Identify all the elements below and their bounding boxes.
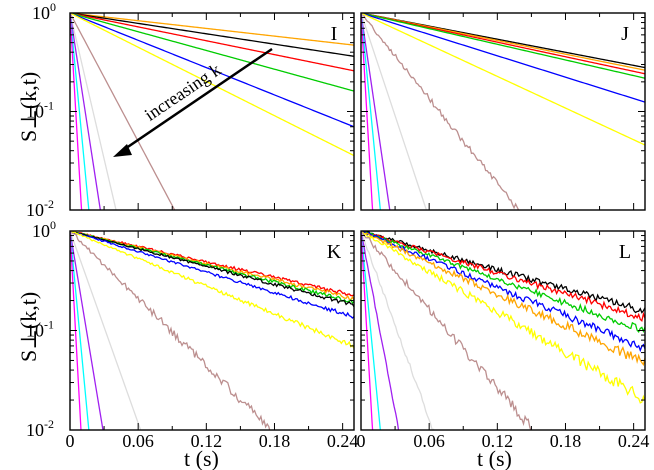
series-line xyxy=(361,231,645,367)
y-tick-label: 100 xyxy=(32,218,56,241)
plot-frame xyxy=(360,12,646,211)
series-line xyxy=(70,231,271,430)
panel-label: I xyxy=(331,23,338,45)
plot-frame xyxy=(360,230,646,431)
series-line xyxy=(361,231,382,430)
y-axis-label-bottom: S⊥(k,t) xyxy=(16,292,41,362)
series-line xyxy=(361,231,532,430)
series-line xyxy=(361,231,374,430)
series-line xyxy=(361,13,374,210)
series-group xyxy=(70,231,354,430)
x-tick-label: 0 xyxy=(66,431,75,451)
series-line xyxy=(361,231,645,314)
y-tick-label: 10-1 xyxy=(26,99,54,122)
series-group xyxy=(361,13,645,210)
x-tick-label: 0.24 xyxy=(327,431,359,451)
series-line xyxy=(361,13,645,79)
series-line xyxy=(361,231,645,404)
x-tick-label: 0.12 xyxy=(482,431,514,451)
series-line xyxy=(361,13,645,103)
panel-label: L xyxy=(619,241,631,263)
series-line xyxy=(361,13,391,210)
arrow-head-icon xyxy=(113,144,132,157)
series-line xyxy=(70,13,354,92)
panel-K: 100 10-1 10-2 0 0.06 0.12 0.18 0.24 K xyxy=(26,218,358,451)
x-tick-label: 0.06 xyxy=(413,431,445,451)
series-line xyxy=(70,13,354,128)
panel-L: 0 0.06 0.12 0.18 0.24 L xyxy=(357,230,650,451)
y-tick-label: 10-1 xyxy=(26,318,54,341)
panel-label: K xyxy=(327,241,342,263)
series-line xyxy=(70,231,354,297)
y-tick-label: 10-2 xyxy=(26,197,54,220)
panel-label: J xyxy=(621,23,629,45)
series-line xyxy=(70,13,354,46)
y-axis-label-top: S⊥(k,t) xyxy=(16,72,41,142)
y-tick-label: 10-2 xyxy=(26,417,54,440)
series-group xyxy=(70,13,354,210)
x-tick-label: 0 xyxy=(357,431,366,451)
series-line xyxy=(361,231,645,322)
x-axis-label-left: t (s) xyxy=(184,446,219,470)
x-tick-label: 0.24 xyxy=(618,431,650,451)
series-line xyxy=(361,231,645,334)
series-line xyxy=(70,13,354,57)
x-axis-label-right: t (s) xyxy=(477,446,512,470)
series-group xyxy=(361,231,645,430)
series-line xyxy=(70,13,354,157)
series-line xyxy=(70,13,117,210)
panel-J: J xyxy=(360,12,646,211)
series-line xyxy=(70,231,354,308)
series-line xyxy=(361,231,400,430)
series-line xyxy=(361,13,382,210)
x-tick-label: 0.12 xyxy=(191,431,223,451)
x-tick-label: 0.18 xyxy=(550,431,582,451)
series-line xyxy=(361,13,523,210)
series-line xyxy=(70,231,142,430)
series-line xyxy=(361,231,645,353)
series-line xyxy=(70,13,176,210)
increasing-k-arrow xyxy=(123,47,273,151)
x-tick-label: 0.06 xyxy=(122,431,154,451)
series-line xyxy=(361,231,435,430)
series-line xyxy=(361,13,428,210)
series-line xyxy=(70,231,354,349)
series-line xyxy=(70,13,354,72)
plot-frame xyxy=(69,230,355,431)
series-line xyxy=(70,231,354,319)
x-tick-label: 0.18 xyxy=(259,431,291,451)
series-line xyxy=(361,13,645,75)
series-line xyxy=(361,13,645,146)
y-tick-label: 100 xyxy=(32,0,56,23)
